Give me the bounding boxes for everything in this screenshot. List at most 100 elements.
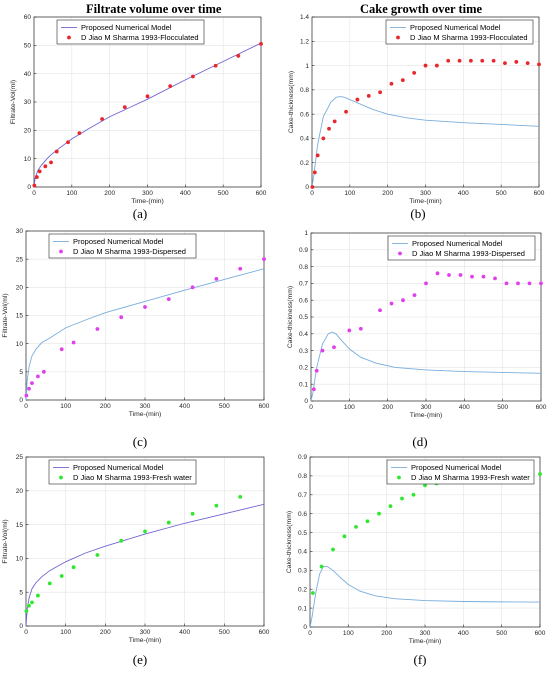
chart-c: 0 100 200 300 400 500 600 0 5 10 15 20 25 30 Time-(min… — [2, 228, 270, 449]
data-point — [400, 78, 405, 83]
x-tick-label: 200 — [100, 403, 111, 410]
x-tick-label: 0 — [32, 190, 36, 197]
x-tick-label: 0 — [310, 190, 314, 197]
legend-marker-swatch — [398, 251, 402, 256]
data-point — [310, 185, 315, 189]
x-tick-label: 400 — [179, 403, 190, 410]
data-point — [347, 328, 352, 333]
data-point — [190, 285, 195, 290]
y-tick-label: 30 — [16, 228, 24, 235]
data-point — [27, 603, 31, 608]
data-point — [95, 327, 100, 331]
data-point — [143, 529, 147, 534]
x-tick-label: 400 — [180, 190, 191, 197]
x-tick-label: 100 — [60, 403, 71, 410]
data-point — [30, 600, 34, 605]
y-tick-label: 10 — [24, 156, 32, 163]
y-tick-label: 25 — [16, 256, 24, 263]
legend-box — [386, 459, 535, 485]
data-point — [537, 62, 541, 67]
panel-caption: (f) — [414, 652, 427, 667]
y-tick-label: 25 — [16, 454, 24, 461]
legend-entry-label: D Jiao M Sharma 1993-Fresh water — [411, 473, 530, 482]
data-point — [213, 63, 218, 68]
y-tick-label: 0.2 — [298, 586, 307, 593]
data-point — [36, 374, 40, 379]
legend-entry-label: D Jiao M Sharma 1993-Flocculated — [81, 33, 199, 42]
model-curve — [309, 566, 541, 628]
data-point — [236, 53, 241, 58]
data-point — [59, 347, 64, 352]
y-tick-label: 0.2 — [300, 160, 309, 167]
x-axis-label: Time-(min) — [129, 411, 162, 418]
legend-entry-label: D Jiao M Sharma 1993-Dispersed — [73, 247, 186, 256]
data-point — [319, 564, 324, 569]
data-point — [122, 105, 127, 109]
data-point — [71, 340, 76, 345]
legend-marker-swatch — [397, 475, 401, 480]
chart-a: 0 100 200 300 400 500 600 0 10 20 30 40 50 60 Time-(mi… — [10, 14, 267, 221]
legend-entry-label: D Jiao M Sharma 1993-Fresh water — [73, 473, 192, 482]
data-point — [342, 534, 347, 539]
model-curve — [311, 96, 540, 188]
x-tick-label: 200 — [381, 630, 392, 637]
panel-caption: (c) — [133, 434, 147, 449]
y-tick-label: 0.7 — [299, 281, 308, 288]
data-point — [358, 326, 363, 331]
x-tick-label: 600 — [535, 630, 546, 637]
data-point — [47, 581, 52, 586]
data-point — [143, 305, 147, 309]
data-point — [355, 97, 360, 102]
data-point — [24, 393, 29, 398]
data-point — [66, 140, 70, 145]
data-point — [59, 574, 64, 578]
x-tick-label: 400 — [459, 404, 470, 411]
data-point — [145, 94, 150, 99]
data-point — [401, 298, 405, 303]
data-point — [447, 273, 451, 277]
legend-box — [48, 459, 197, 485]
x-tick-label: 200 — [382, 190, 393, 197]
data-point — [527, 281, 532, 286]
legend-marker-swatch — [396, 35, 400, 40]
y-tick-label: 0.5 — [298, 530, 307, 537]
data-point — [354, 524, 358, 529]
data-point — [37, 169, 42, 174]
data-point — [423, 483, 427, 488]
x-axis-label: Time-(min) — [129, 637, 162, 644]
chart-d: 0 100 200 300 400 500 600 0 0.1 0.2 0.3 0.4 0.5 0.6 0.… — [287, 230, 547, 449]
legend-entry-label: Proposed Numerical Model — [81, 23, 172, 32]
data-point — [470, 274, 474, 279]
legend-box — [387, 235, 536, 261]
data-point — [331, 547, 335, 552]
data-point — [36, 593, 40, 598]
data-point — [49, 160, 53, 165]
legend-entry-label: D Jiao M Sharma 1993-Flocculated — [410, 33, 528, 42]
legend-marker-swatch — [59, 249, 63, 254]
y-axis-label: Cake-thickness(mm) — [288, 71, 295, 133]
chart-b: 0 100 200 300 400 500 600 0 0.2 0.4 0.6 0.8 1 1.2 1.4 T… — [288, 14, 545, 221]
x-tick-label: 200 — [382, 404, 393, 411]
data-point — [314, 368, 319, 373]
x-tick-label: 0 — [24, 403, 28, 410]
data-point — [412, 70, 417, 75]
y-tick-label: 15 — [16, 313, 24, 320]
y-tick-label: 0 — [27, 184, 31, 191]
data-point — [378, 308, 382, 313]
data-point — [119, 538, 124, 543]
legend-entry-label: D Jiao M Sharma 1993-Dispersed — [412, 249, 525, 258]
legend-box — [48, 233, 197, 259]
y-tick-label: 0.3 — [299, 348, 308, 355]
data-point — [320, 348, 325, 353]
data-point — [100, 117, 104, 121]
panel-caption: (e) — [133, 652, 147, 667]
data-point — [24, 609, 29, 614]
x-axis-label: Time-(min) — [409, 198, 442, 205]
y-tick-label: 0 — [303, 624, 307, 631]
data-point — [43, 164, 48, 169]
data-point — [71, 565, 76, 570]
legend-entry-label: Proposed Numerical Model — [410, 23, 501, 32]
x-tick-label: 100 — [343, 630, 354, 637]
data-point — [238, 494, 243, 499]
x-tick-label: 100 — [66, 190, 77, 197]
